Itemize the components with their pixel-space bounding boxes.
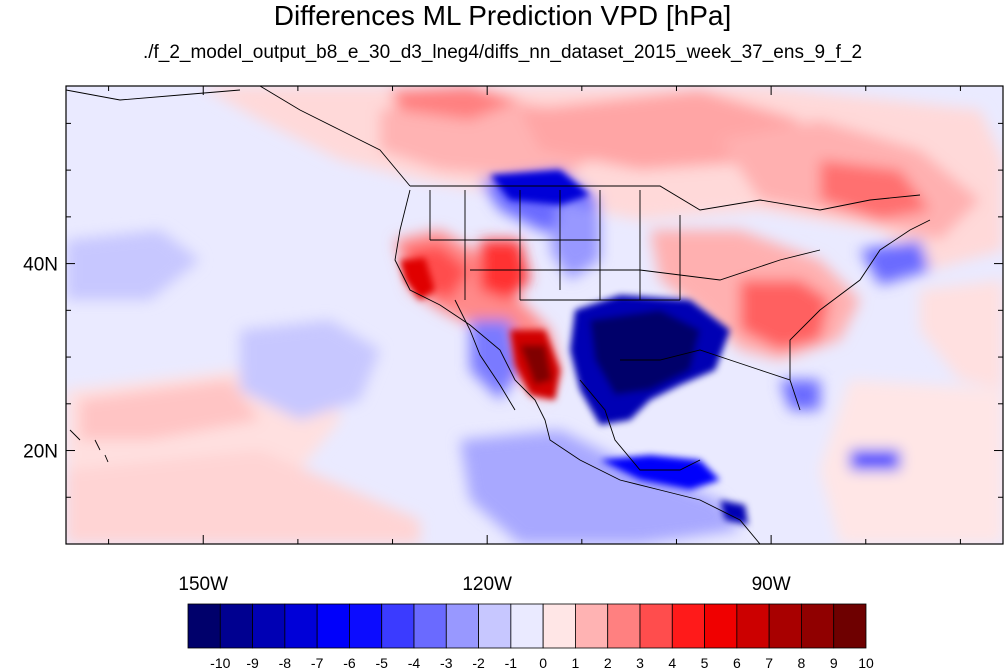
colorbar-box	[768, 603, 802, 649]
colorbar-box	[607, 603, 641, 649]
colorbar-box	[671, 603, 705, 649]
map-frame	[65, 85, 1004, 545]
colorbar-box	[219, 603, 253, 649]
colorbar: -10 -9 -8 -7 -6 -5 -4 -3 -2 -1 0 1 2 3 4 5 6 7 8 9 10	[187, 603, 874, 671]
colorbar-box	[575, 603, 609, 649]
colorbar-label: 4	[668, 655, 676, 671]
colorbar-label: 10	[858, 655, 874, 671]
colorbar-box	[833, 603, 867, 649]
plot-title: Differences ML Prediction VPD [hPa]	[273, 0, 732, 31]
colorbar-label: -1	[505, 655, 518, 671]
axis-ticks	[66, 86, 1003, 544]
colorbar-box	[704, 603, 738, 649]
colorbar-label: -4	[408, 655, 421, 671]
colorbar-box	[736, 603, 770, 649]
colorbar-label: -6	[343, 655, 356, 671]
colorbar-box	[381, 603, 415, 649]
colorbar-box	[187, 603, 221, 649]
colorbar-label: 6	[733, 655, 741, 671]
lon-tick-label: 90W	[752, 574, 791, 595]
plot-subtitle: ./f_2_model_output_b8_e_30_d3_lneg4/diff…	[142, 42, 863, 63]
colorbar-label: 8	[798, 655, 806, 671]
colorbar-label: -10	[210, 655, 230, 671]
colorbar-box	[445, 603, 479, 649]
coastlines	[66, 86, 931, 544]
colorbar-box	[639, 603, 673, 649]
colorbar-box	[413, 603, 447, 649]
colorbar-label: 0	[539, 655, 547, 671]
colorbar-label: 1	[572, 655, 580, 671]
colorbar-box	[510, 603, 544, 649]
colorbar-label: -8	[279, 655, 292, 671]
colorbar-label: 7	[765, 655, 773, 671]
lat-tick-label: 40N	[23, 255, 58, 276]
colorbar-box	[349, 603, 383, 649]
colorbar-label: -2	[472, 655, 485, 671]
axis-labels: 150W 120W 90W 40N 20N	[23, 255, 791, 595]
colorbar-label: -3	[440, 655, 453, 671]
colorbar-label: -5	[375, 655, 388, 671]
lat-tick-label: 20N	[23, 442, 58, 463]
colorbar-box	[316, 603, 350, 649]
colorbar-box	[542, 603, 576, 649]
vpd-difference-field	[66, 86, 1003, 544]
colorbar-box	[252, 603, 286, 649]
colorbar-box	[478, 603, 512, 649]
colorbar-label: 2	[604, 655, 612, 671]
colorbar-label: 3	[636, 655, 644, 671]
colorbar-box	[801, 603, 835, 649]
lon-tick-label: 120W	[462, 574, 512, 595]
colorbar-label: -9	[246, 655, 259, 671]
lon-tick-label: 150W	[178, 574, 228, 595]
colorbar-label: 5	[701, 655, 709, 671]
colorbar-label: -7	[311, 655, 324, 671]
colorbar-box	[284, 603, 318, 649]
colorbar-label: 9	[830, 655, 838, 671]
